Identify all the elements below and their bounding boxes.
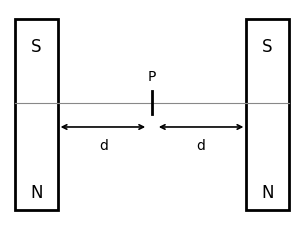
- Text: P: P: [148, 70, 156, 84]
- Bar: [246, 19, 289, 210]
- Text: d: d: [196, 139, 205, 153]
- Bar: [15, 19, 58, 210]
- Text: N: N: [261, 184, 274, 202]
- Text: d: d: [99, 139, 108, 153]
- Text: N: N: [30, 184, 43, 202]
- Text: S: S: [262, 38, 273, 56]
- Text: S: S: [31, 38, 42, 56]
